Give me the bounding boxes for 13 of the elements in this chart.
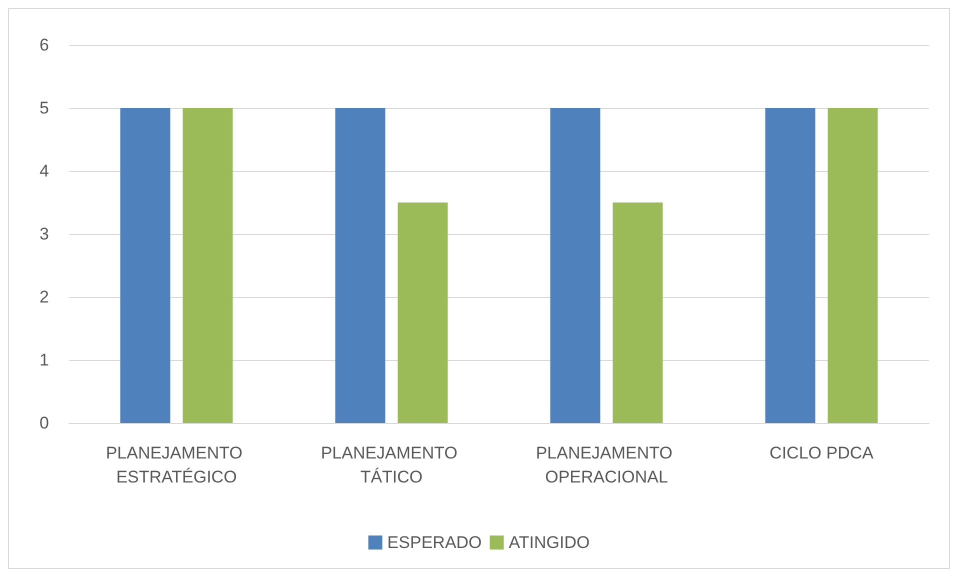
y-tick-label: 4 bbox=[40, 162, 49, 180]
x-tick-label: CICLO PDCA bbox=[770, 444, 874, 462]
legend-label: ATINGIDO bbox=[508, 533, 590, 552]
x-tick-label: PLANEJAMENTO TÁTICO bbox=[320, 444, 462, 486]
x-tick-label: PLANEJAMENTO ESTRATÉGICO bbox=[106, 444, 248, 486]
y-tick-label: 1 bbox=[40, 350, 49, 370]
y-tick-label: 6 bbox=[40, 36, 49, 54]
y-tick-label: 3 bbox=[40, 224, 49, 244]
y-tick-label: 0 bbox=[40, 414, 49, 432]
x-tick-label: PLANEJAMENTO OPERACIONAL bbox=[536, 444, 678, 486]
y-tick-label: 5 bbox=[40, 98, 49, 118]
y-tick-label: 2 bbox=[40, 288, 49, 306]
legend-label: ESPERADO bbox=[387, 533, 482, 552]
